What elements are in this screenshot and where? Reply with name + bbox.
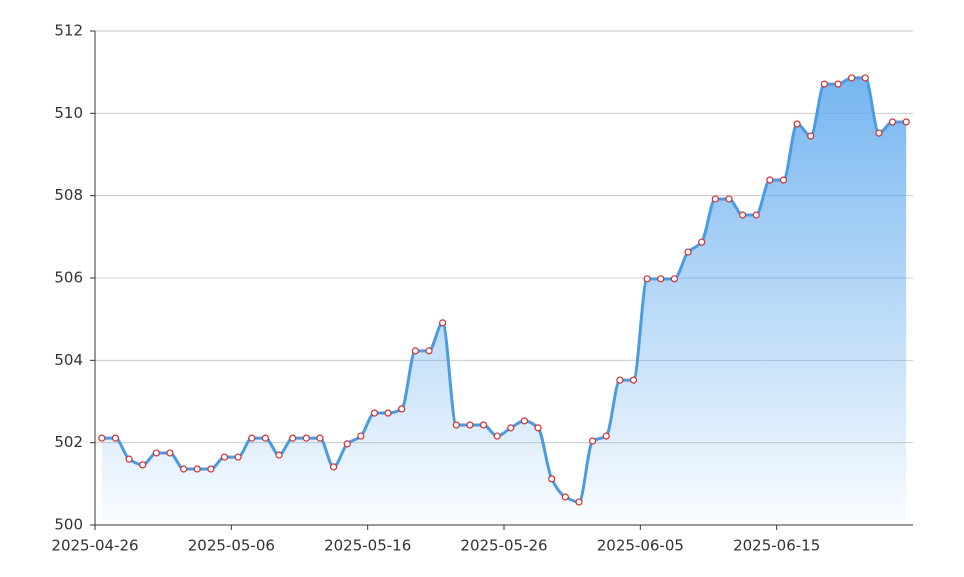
point [248,434,256,442]
point [589,437,597,445]
point [166,449,174,457]
point [698,238,706,246]
point [493,432,501,440]
point [602,432,610,440]
area [101,77,907,526]
point [575,498,583,506]
point [548,475,556,483]
point [207,465,215,473]
point [670,275,679,283]
x-tick-label: 2025-06-15 [733,537,820,555]
point [861,74,869,82]
point [193,465,201,473]
point [316,434,324,442]
y-tick-label: 508 [54,186,83,204]
point [384,409,392,417]
point [125,455,133,463]
y-tick-label: 502 [54,433,83,451]
x-tick-label: 2025-04-26 [51,537,138,555]
point [779,176,788,184]
y-tick-label: 504 [54,351,83,369]
point [220,453,229,461]
point [452,421,460,429]
point [738,211,747,219]
point [657,275,665,283]
y-tick-label: 510 [54,104,83,122]
point [357,432,365,440]
point [793,120,801,128]
point [139,461,147,469]
point [834,80,842,88]
point [439,319,447,327]
point [520,417,529,425]
point [561,493,569,501]
x-tick-label: 2025-06-05 [597,537,684,555]
y-tick-label: 512 [54,22,83,40]
y-tick-label: 506 [54,269,83,287]
point [643,275,651,283]
point [329,463,338,471]
x-tick-label: 2025-05-16 [324,537,411,555]
point [507,424,515,432]
point [875,129,883,137]
point [370,409,379,417]
point [289,434,297,442]
y-tick-label: 500 [54,516,83,534]
point [302,434,310,442]
point [152,449,160,457]
point [684,248,692,256]
point [466,421,474,429]
point [343,440,351,448]
point [848,74,856,82]
point [479,421,488,429]
point [180,465,188,473]
point [766,176,774,184]
point [807,132,815,140]
point [98,434,106,442]
point [234,453,242,461]
point [752,211,760,219]
point [425,347,433,355]
point [616,376,624,384]
point [275,451,283,459]
point [261,434,270,442]
point [902,118,910,126]
x-tick-label: 2025-05-06 [188,537,275,555]
point [725,195,733,203]
point [411,347,419,355]
point [888,118,897,126]
point [534,424,542,432]
point [111,434,120,442]
point [398,405,406,413]
point [711,195,719,203]
point [820,80,828,88]
x-tick-label: 2025-05-26 [460,537,547,555]
point [629,376,638,384]
